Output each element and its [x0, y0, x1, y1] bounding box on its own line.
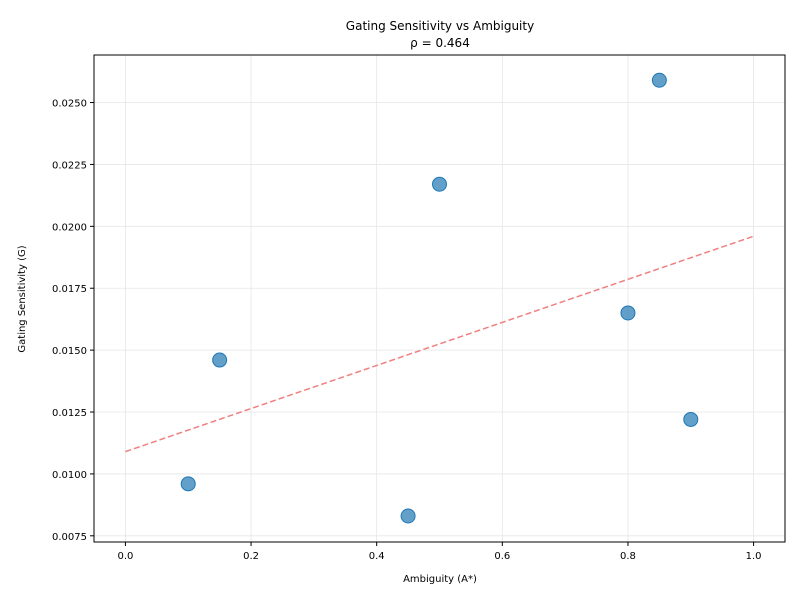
y-tick-label: 0.0125: [52, 408, 87, 419]
y-axis-label: Gating Sensitivity (G): [17, 245, 28, 352]
y-tick-label: 0.0150: [52, 346, 87, 357]
x-tick-label: 1.0: [746, 551, 762, 562]
plot-frame: [93, 54, 786, 543]
x-axis-ticks: 0.0 0.2 0.4 0.6 0.8 1.0: [117, 542, 762, 562]
x-tick-label: 0.2: [243, 551, 259, 562]
x-tick-label: 0.6: [494, 551, 510, 562]
chart-subtitle: ρ = 0.464: [410, 36, 470, 50]
data-points: [180, 72, 699, 524]
grid-lines: [94, 55, 785, 542]
data-point: [180, 476, 196, 492]
y-tick-label: 0.0100: [52, 470, 87, 481]
y-tick-label: 0.0075: [52, 532, 87, 543]
data-point: [400, 508, 416, 524]
y-axis-ticks: 0.0075 0.0100 0.0125 0.0150 0.0175 0.0200 0.02…: [52, 99, 94, 543]
data-point: [651, 72, 667, 88]
chart-title: Gating Sensitivity vs Ambiguity: [346, 19, 534, 33]
y-tick-label: 0.0200: [52, 222, 87, 233]
trend-line: [125, 235, 754, 453]
y-tick-label: 0.0225: [52, 160, 87, 171]
x-axis-label: Ambiguity (A*): [403, 574, 477, 585]
x-tick-label: 0.4: [369, 551, 385, 562]
y-tick-label: 0.0250: [52, 99, 87, 110]
data-point: [432, 176, 447, 192]
data-point: [212, 352, 228, 368]
y-tick-label: 0.0175: [52, 284, 87, 295]
x-tick-label: 0.0: [117, 551, 133, 562]
data-point: [620, 305, 636, 321]
x-tick-label: 0.8: [620, 551, 636, 562]
data-point: [683, 411, 699, 427]
